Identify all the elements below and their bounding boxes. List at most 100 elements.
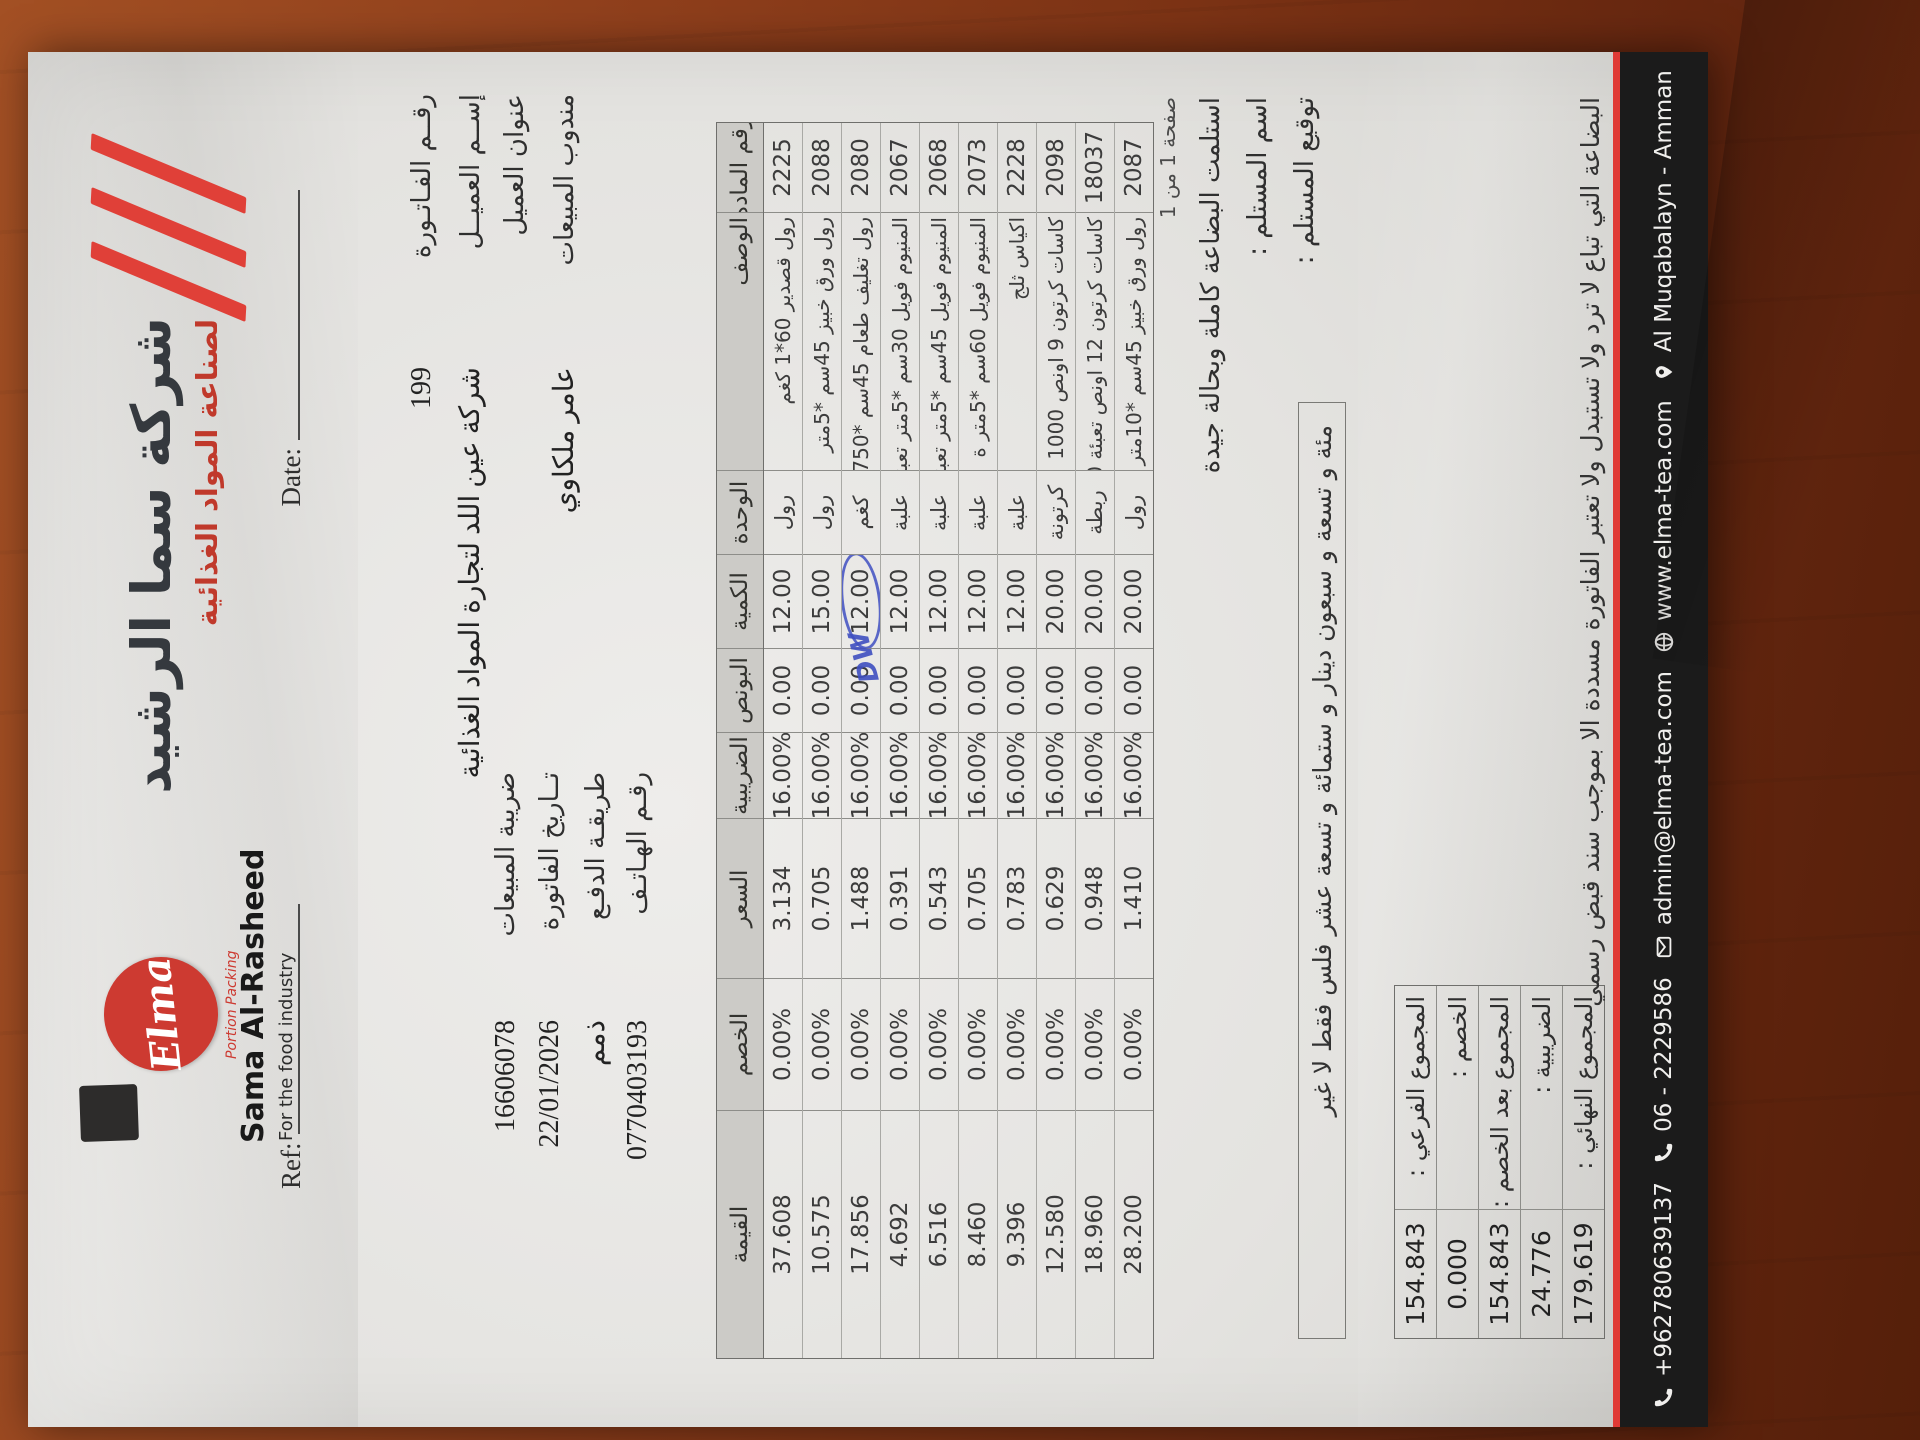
- header-value: القيمة: [727, 1205, 753, 1264]
- cell-tax: 16.00%: [1115, 733, 1153, 819]
- meta-value: 16606078: [490, 1020, 521, 1132]
- cell-price: 3.134: [764, 819, 802, 979]
- table-row: 2067 المنيوم فويل 30سم *5متر تعبئة 12 ح …: [881, 123, 920, 1358]
- meta-label: ضريبة المبيعات: [491, 772, 521, 937]
- no-return-notice: البضاعة التي تباع لا ترد ولا تستبدل ولا …: [1576, 97, 1605, 1007]
- cell-unit: كغم: [842, 471, 880, 555]
- cell-item-no: 2068: [920, 123, 958, 213]
- cell-discount: 0.00%: [803, 979, 841, 1111]
- ref-label: Ref:: [276, 1142, 306, 1190]
- cell-bonus: 0.00: [1115, 649, 1153, 733]
- cell-tax: 16.00%: [842, 733, 880, 819]
- cell-tax: 16.00%: [803, 733, 841, 819]
- cell-bonus: 0.00: [920, 649, 958, 733]
- cell-discount: 0.00%: [920, 979, 958, 1111]
- cell-item-no: 2228: [998, 123, 1036, 213]
- cell-value: 17.856: [848, 1194, 874, 1275]
- phone-icon: [1654, 1388, 1673, 1407]
- cell-bonus: 0.00: [959, 649, 997, 733]
- items-table-body: 2225 رول قصدير 60*1 كغم رول 12.00 0.00 1…: [764, 123, 1153, 1358]
- cell-price: 1.410: [1115, 819, 1153, 979]
- header-price: السعر: [717, 819, 763, 979]
- telephone-icon: [1654, 1143, 1673, 1162]
- cell-unit: كرتونة: [1037, 471, 1075, 555]
- cell-bonus: 0.00: [1037, 649, 1075, 733]
- cell-description: كاسات كرتون 9 اونص 1000: [1037, 213, 1075, 471]
- cell-value: 37.608: [770, 1194, 796, 1275]
- elma-circle-icon: Elma: [104, 955, 218, 1073]
- cell-discount: 0.00%: [842, 979, 880, 1111]
- meta-label: عنوان العميل: [500, 94, 530, 236]
- cell-description: اكياس ثلج: [998, 213, 1036, 471]
- header-unit: الوحدة: [717, 471, 763, 555]
- meta-value: 199: [406, 367, 437, 409]
- cell-quantity: 20.00: [1115, 555, 1153, 649]
- cell-tax: 16.00%: [959, 733, 997, 819]
- totals-row: الضريبية : 24.776: [1521, 986, 1563, 1338]
- meta-row: تــاريخ الفاتورة 22/01/2026: [534, 772, 578, 1332]
- meta-value: 0770403193: [622, 1020, 653, 1160]
- cell-value: 10.575: [809, 1194, 835, 1275]
- header-item-no: رقم الماده: [717, 123, 763, 213]
- footer-email: admin@elma-tea.com: [1651, 671, 1677, 959]
- table-row: 2228 اكياس ثلج علبة 12.00 0.00 16.00% 0.…: [998, 123, 1037, 1358]
- totals-label: المجموع بعد الخصم :: [1479, 986, 1520, 1210]
- date-line: Date:: [276, 190, 307, 506]
- cell-unit: علبة: [881, 471, 919, 555]
- cell-discount: 0.00%: [764, 979, 802, 1111]
- cell-item-no: 2087: [1115, 123, 1153, 213]
- invoice-meta-left: ضريبة المبيعات 16606078 تــاريخ الفاتورة…: [490, 772, 666, 1332]
- totals-row: المجموع الفرعي : 154.843: [1395, 986, 1437, 1338]
- cell-quantity: 12.00: [764, 555, 802, 649]
- table-row: 2068 المنيوم فويل 45سم *5متر تعبئة 12 عل…: [920, 123, 959, 1358]
- totals-box: المجموع الفرعي : 154.843 الخصم : 0.000 ا…: [1394, 985, 1605, 1339]
- cell-discount: 0.00%: [959, 979, 997, 1111]
- cell-description: المنيوم فويل 45سم *5متر تعبئة 12 عل: [920, 213, 958, 471]
- table-row: 2087 رول ورق خبيز 45سم *10متر رول 20.00 …: [1115, 123, 1153, 1358]
- cell-description: رول ورق خبيز 45سم *5متر: [803, 213, 841, 471]
- meta-value: ذمم: [580, 1020, 611, 1067]
- header-tax: الضريبية: [717, 733, 763, 819]
- header-description: الوصف: [717, 213, 763, 471]
- meta-value: 22/01/2026: [534, 1020, 565, 1148]
- cell-unit: رول: [1115, 471, 1153, 555]
- cell-quantity: 20.00: [1037, 555, 1075, 649]
- location-icon: [1655, 366, 1673, 379]
- footer-address: Al Muqabalayn - Amman: [1651, 70, 1677, 382]
- totals-row: الخصم : 0.000: [1437, 986, 1479, 1338]
- meta-value: شركة عين اللد لتجارة المواد الغذائية: [455, 367, 486, 779]
- totals-label: المجموع الفرعي :: [1395, 986, 1436, 1210]
- letterhead-stripes-logo: [86, 132, 256, 323]
- cell-item-no: 18037: [1076, 123, 1114, 213]
- cell-discount: 0.00%: [1115, 979, 1153, 1111]
- items-table-header: رقم الماده الوصف الوحدة الكمية البونص ال…: [717, 123, 764, 1358]
- meta-label: مندوب المبيعات: [550, 94, 580, 266]
- cell-quantity: 20.00: [1076, 555, 1114, 649]
- cell-tax: 16.00%: [920, 733, 958, 819]
- table-row: 2088 رول ورق خبيز 45سم *5متر رول 15.00 0…: [803, 123, 842, 1358]
- footer-website: www.elma-tea.com: [1651, 400, 1677, 653]
- cell-price: 0.705: [803, 819, 841, 979]
- header-discount: الخصم: [717, 979, 763, 1111]
- meta-label: طريقـة الدفـع: [581, 772, 611, 920]
- received-statement: استلمت البضاعة كاملة وبحالة جيدة: [1196, 97, 1226, 474]
- amount-in-words: مئة و تسعة و سبعون دينار و ستمائة و تسعة…: [1298, 402, 1346, 1339]
- cell-price: 0.705: [959, 819, 997, 979]
- toll-badge-icon: [79, 1084, 139, 1142]
- cell-bonus: 0.00: [1076, 649, 1114, 733]
- totals-row: المجموع بعد الخصم : 154.843: [1479, 986, 1521, 1338]
- cell-price: 0.629: [1037, 819, 1075, 979]
- cell-unit: علبة: [998, 471, 1036, 555]
- cell-bonus: 0.00: [764, 649, 802, 733]
- date-ref-row: Ref: Date:: [276, 52, 316, 1427]
- totals-label: الخصم :: [1437, 986, 1478, 1210]
- header-bonus: البونص: [717, 649, 763, 733]
- table-row: 2225 رول قصدير 60*1 كغم رول 12.00 0.00 1…: [764, 123, 803, 1358]
- cell-unit: علبة: [959, 471, 997, 555]
- page-indicator: صفحة 1 من 1: [1156, 97, 1180, 219]
- cell-quantity: 15.00: [803, 555, 841, 649]
- cell-tax: 16.00%: [764, 733, 802, 819]
- header-quantity: الكمية: [717, 555, 763, 649]
- totals-value: 24.776: [1527, 1230, 1556, 1318]
